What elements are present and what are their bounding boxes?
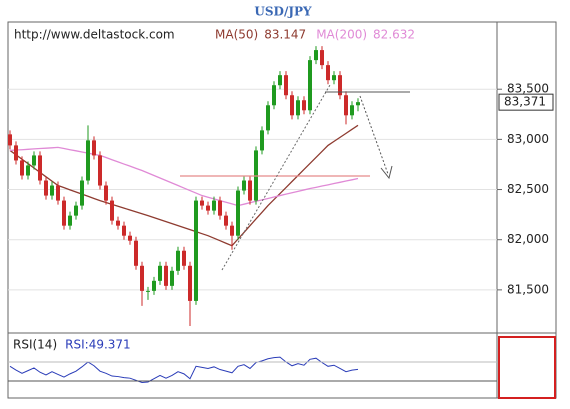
- candle-body: [128, 235, 132, 241]
- candle-body: [62, 200, 66, 226]
- annotations: [8, 84, 556, 399]
- overlay-value: 83.147: [264, 28, 306, 42]
- candle-body: [194, 200, 198, 301]
- candle-body: [326, 65, 330, 81]
- candle-body: [308, 60, 312, 111]
- candle-body: [32, 155, 36, 166]
- candle-body: [170, 270, 174, 286]
- source: http://www.deltastock.com: [14, 28, 175, 42]
- candle-body: [356, 102, 360, 106]
- candle-body: [236, 190, 240, 236]
- candle-body: [164, 265, 168, 286]
- candle-body: [296, 100, 300, 116]
- candle-body: [200, 200, 204, 206]
- y-tick-label: 83,000: [507, 132, 549, 146]
- moving-average: [9, 146, 359, 207]
- candle-body: [98, 155, 102, 186]
- candle-body: [242, 180, 246, 191]
- candle-body: [110, 200, 114, 221]
- last-price-box: [498, 93, 554, 111]
- chart-title: USD/JPY: [254, 5, 312, 19]
- candle-body: [146, 290, 150, 292]
- candle-body: [152, 280, 156, 291]
- candle-body: [266, 105, 270, 131]
- arrow-head: [380, 165, 393, 180]
- candle-body: [176, 250, 180, 271]
- candle-body: [74, 205, 78, 216]
- candle-body: [38, 155, 42, 181]
- candle-body: [56, 185, 60, 201]
- candle-body: [284, 75, 288, 96]
- candle-body: [260, 130, 264, 151]
- candle-body: [320, 50, 324, 66]
- candle-body: [44, 180, 48, 196]
- candle-body: [278, 75, 282, 86]
- candle-body: [104, 185, 108, 201]
- moving-average: [9, 124, 359, 247]
- overlay-name: MA(200): [316, 28, 367, 42]
- y-tick-label: 82,500: [507, 182, 549, 196]
- rsi-label: RSI:: [65, 338, 89, 352]
- candle-body: [140, 265, 144, 291]
- candle-body: [134, 240, 138, 266]
- candle-body: [8, 134, 12, 146]
- candle-body: [218, 200, 222, 216]
- candle-body: [350, 105, 354, 116]
- candle-body: [80, 180, 84, 206]
- y-tick-label: 82,000: [507, 232, 549, 246]
- overlay-name: MA(50): [215, 28, 258, 42]
- candle-body: [338, 75, 342, 96]
- candle-body: [122, 225, 126, 236]
- candle-body: [248, 180, 252, 201]
- rsi-line: [9, 356, 359, 384]
- candle-body: [290, 95, 294, 116]
- candle-body: [14, 145, 18, 161]
- y-tick-label: 83,500: [507, 82, 549, 96]
- candle-body: [224, 215, 228, 226]
- candle-body: [212, 200, 216, 211]
- candle-body: [92, 140, 96, 156]
- candle-body: [206, 205, 210, 211]
- candle-body: [86, 140, 90, 181]
- candle-body: [158, 265, 162, 281]
- last-price-label: 83,371: [504, 95, 546, 109]
- highlight-box: [498, 336, 556, 399]
- rsi-name: RSI(14): [13, 338, 57, 352]
- candle-body: [188, 265, 192, 301]
- candle-body: [302, 100, 306, 111]
- overlay-value: 82.632: [373, 28, 415, 42]
- candle-body: [68, 215, 72, 226]
- rsi-value: 49.371: [89, 338, 131, 352]
- candle-body: [50, 185, 54, 196]
- candle-body: [26, 165, 30, 176]
- candle-body: [272, 85, 276, 106]
- candle-body: [332, 75, 336, 81]
- candle-body: [182, 250, 186, 266]
- candle-body: [230, 225, 234, 236]
- candle-body: [20, 160, 24, 176]
- candle-body: [344, 95, 348, 116]
- candle-body: [116, 220, 120, 226]
- grid: [8, 88, 502, 291]
- y-tick-label: 81,500: [507, 282, 549, 296]
- forecast-arrow: [359, 95, 389, 175]
- labels: http://www.deltastock.com 81,500 82,000 82…: [13, 28, 554, 352]
- marks: [8, 46, 360, 384]
- candle-body: [314, 50, 318, 61]
